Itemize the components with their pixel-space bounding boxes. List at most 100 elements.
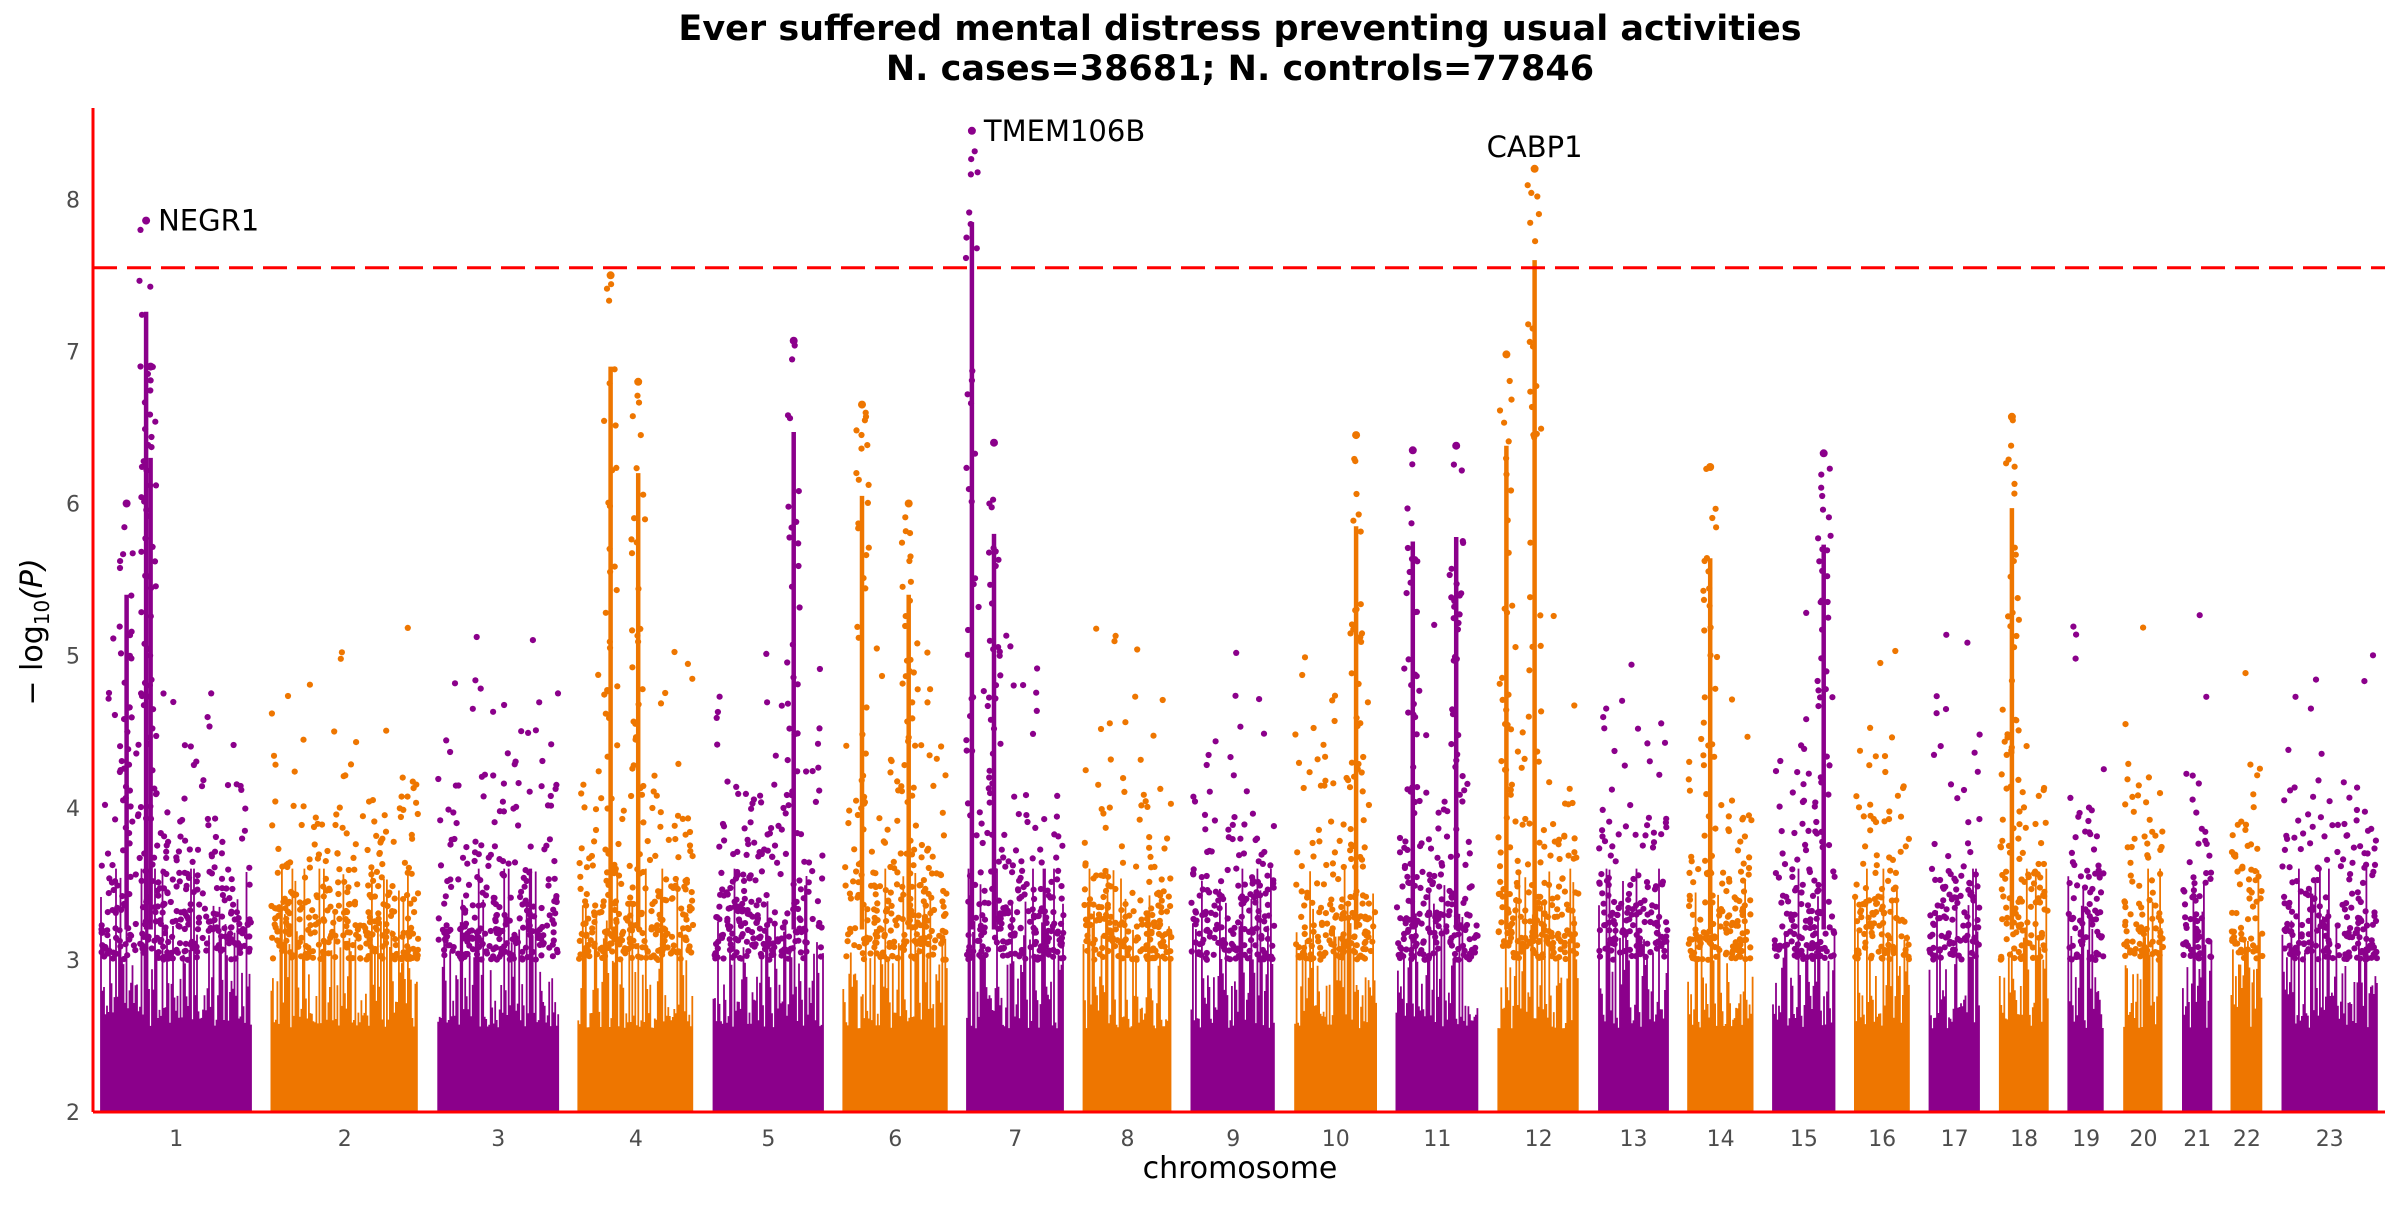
snp-point: [1416, 797, 1423, 805]
snp-point: [1008, 924, 1015, 931]
snp-point: [332, 954, 339, 961]
snp-point: [2312, 676, 2320, 683]
snp-point: [496, 856, 503, 863]
snp-point: [139, 945, 146, 952]
chromosome-4-points: [576, 648, 697, 1112]
snp-point: [1331, 692, 1339, 699]
snp-point: [1030, 924, 1037, 932]
snp-point: [654, 956, 662, 964]
snp-point: [2324, 856, 2331, 863]
snp-point: [280, 898, 287, 906]
snp-point: [1708, 934, 1715, 941]
peak-chr7: [984, 438, 1004, 930]
snp-point: [274, 937, 281, 944]
snp-point: [978, 948, 985, 955]
snp-point: [2305, 917, 2312, 925]
snp-point: [659, 951, 666, 958]
snp-point: [893, 881, 901, 888]
snp-point: [922, 885, 929, 893]
snp-point: [1856, 747, 1864, 754]
snp-point: [325, 886, 332, 893]
snp-point: [1198, 874, 1205, 881]
snp-point: [344, 929, 351, 936]
snp-point: [2242, 826, 2249, 834]
snp-point: [269, 822, 276, 829]
snp-point: [376, 849, 383, 857]
snp-point: [981, 899, 988, 906]
snp-point: [786, 534, 793, 541]
snp-point: [1132, 693, 1139, 700]
snp-point: [1012, 847, 1020, 854]
snp-point: [1862, 901, 1869, 908]
snp-point: [1138, 802, 1145, 809]
snp-point: [742, 790, 750, 798]
snp-point: [1358, 638, 1365, 646]
snp-point: [803, 768, 810, 775]
peak-lead-snp: [142, 216, 151, 225]
snp-point: [543, 922, 551, 929]
snp-point: [1742, 956, 1749, 963]
snp-point: [899, 916, 906, 923]
snp-point: [1434, 854, 1441, 861]
snp-point: [1872, 753, 1879, 760]
snp-point: [1301, 944, 1308, 951]
snp-point: [1401, 665, 1408, 672]
snp-point: [2019, 849, 2026, 857]
snp-point: [611, 861, 618, 868]
snp-point: [1468, 953, 1475, 960]
snp-point: [114, 882, 121, 889]
snp-point: [627, 894, 634, 901]
snp-point: [1031, 895, 1038, 903]
snp-point: [816, 725, 823, 732]
snp-point: [2136, 882, 2143, 889]
snp-point: [757, 950, 765, 958]
snp-point: [1006, 938, 1013, 945]
snp-point: [1497, 878, 1504, 886]
snp-point: [2011, 480, 2018, 487]
snp-point: [592, 806, 600, 813]
snp-point: [997, 672, 1004, 679]
snp-point: [1203, 872, 1210, 880]
snp-point: [2041, 893, 2048, 900]
snp-point: [2065, 910, 2072, 918]
snp-point: [898, 788, 906, 795]
snp-point: [518, 888, 525, 895]
snp-point: [239, 926, 247, 933]
snp-point: [611, 906, 618, 914]
snp-point: [1029, 855, 1036, 862]
snp-point: [2349, 890, 2356, 897]
snp-point: [1241, 821, 1248, 828]
snp-point: [2066, 880, 2073, 887]
snp-point: [902, 613, 909, 620]
snp-point: [137, 226, 144, 233]
snp-point: [795, 540, 802, 547]
snp-point: [855, 520, 862, 527]
snp-point: [1043, 914, 1050, 921]
snp-point: [1713, 653, 1721, 661]
snp-point: [1401, 862, 1409, 870]
snp-point: [1000, 944, 1008, 951]
snp-point: [753, 902, 760, 909]
snp-point: [1050, 909, 1057, 916]
snp-point: [1357, 913, 1364, 920]
snp-point: [1526, 820, 1533, 827]
snp-point: [2041, 784, 2048, 792]
snp-point: [553, 946, 561, 953]
snp-point: [637, 625, 644, 633]
snp-point: [1964, 639, 1971, 646]
snp-point: [1824, 573, 1831, 580]
snp-point: [2092, 956, 2099, 964]
snp-point: [1136, 816, 1143, 823]
snp-point: [227, 924, 235, 931]
snp-point: [626, 862, 633, 870]
snp-point: [117, 650, 125, 657]
snp-point: [2326, 941, 2333, 948]
snp-point: [737, 922, 745, 930]
snp-point: [189, 858, 196, 866]
snp-point: [1571, 835, 1578, 842]
snp-point: [1022, 792, 1030, 799]
snp-point: [1722, 951, 1729, 958]
snp-point: [630, 900, 637, 908]
snp-point: [1237, 835, 1244, 842]
snp-point: [1868, 952, 1875, 959]
